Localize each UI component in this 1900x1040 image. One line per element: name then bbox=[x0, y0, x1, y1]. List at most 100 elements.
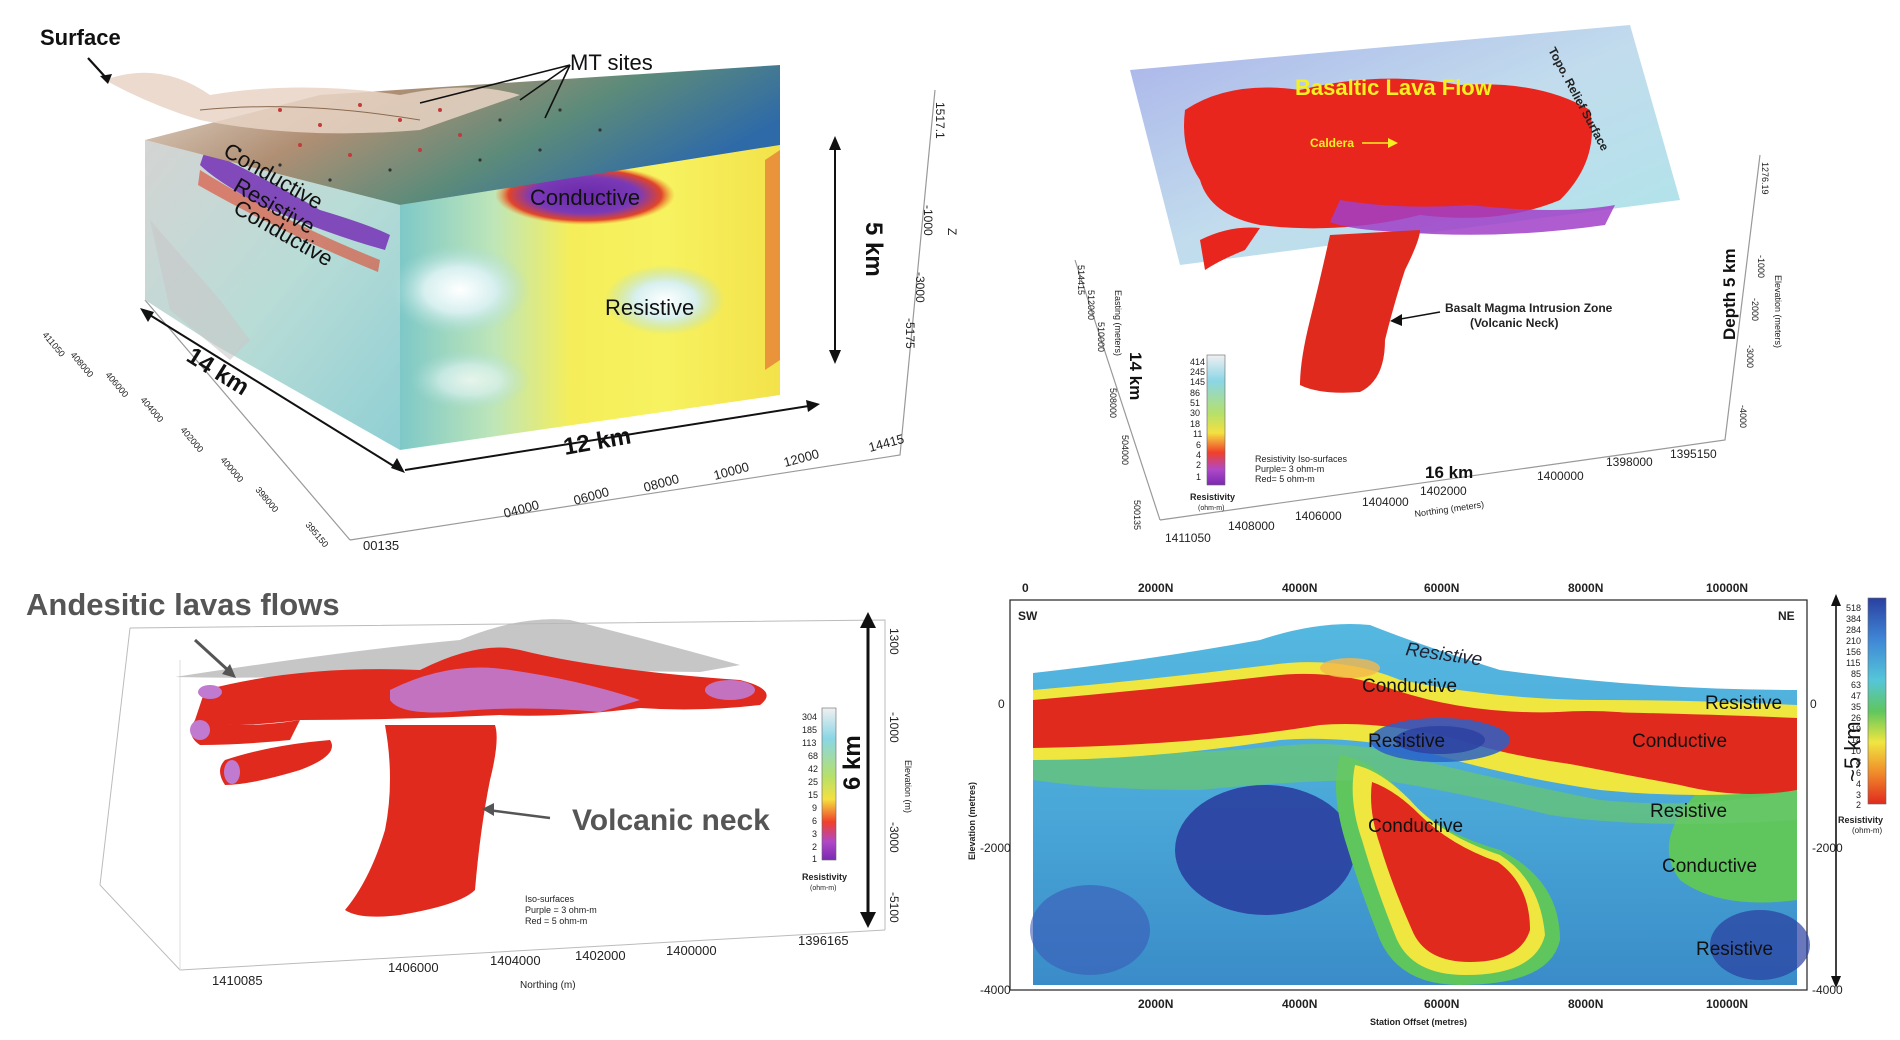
svg-text:3: 3 bbox=[812, 829, 817, 839]
volcanic-neck-b bbox=[1300, 230, 1420, 393]
svg-text:518: 518 bbox=[1846, 603, 1861, 613]
resistive-center-label: Resistive bbox=[605, 295, 694, 320]
east-tick: 508000 bbox=[1108, 388, 1118, 418]
dim-depth-label: 5 km bbox=[860, 222, 887, 277]
caldera-label: Caldera bbox=[1310, 136, 1354, 150]
north-tick: 1402000 bbox=[1420, 484, 1467, 498]
y-tick: 408000 bbox=[68, 350, 95, 379]
north-tick: 1406000 bbox=[1295, 509, 1342, 523]
svg-text:384: 384 bbox=[1846, 614, 1861, 624]
z-tick: -3000 bbox=[913, 272, 927, 303]
section-top-ticks: 0 2000N 4000N 6000N 8000N 10000N bbox=[1022, 581, 1748, 595]
iso-c-2: Purple = 3 ohm-m bbox=[525, 905, 597, 915]
svg-text:15: 15 bbox=[808, 790, 818, 800]
svg-text:2: 2 bbox=[1196, 460, 1201, 470]
elev-tick-c: -3000 bbox=[887, 822, 901, 853]
svg-text:245: 245 bbox=[1190, 367, 1205, 377]
north-tick-c: 1396165 bbox=[798, 933, 849, 948]
svg-text:145: 145 bbox=[1190, 377, 1205, 387]
svg-text:35: 35 bbox=[1851, 702, 1861, 712]
x-tick: 12000 bbox=[782, 446, 821, 470]
svg-text:1: 1 bbox=[1196, 472, 1201, 482]
conductive-top-label-d: Conductive bbox=[1362, 676, 1457, 697]
svg-text:11: 11 bbox=[1193, 429, 1202, 439]
north-tick: 1395150 bbox=[1670, 447, 1717, 461]
svg-text:9: 9 bbox=[812, 803, 817, 813]
legend-title-c: Resistivity bbox=[802, 872, 847, 882]
svg-text:156: 156 bbox=[1846, 647, 1861, 657]
intrusion-line1: Basalt Magma Intrusion Zone bbox=[1445, 301, 1613, 315]
conductive-top-label: Conductive bbox=[530, 185, 640, 210]
svg-text:86: 86 bbox=[1190, 388, 1200, 398]
north-tick: 1408000 bbox=[1228, 519, 1275, 533]
elev-tick: -1000 bbox=[1756, 255, 1766, 278]
svg-text:115: 115 bbox=[1846, 658, 1860, 668]
conductive-right-label: Conductive bbox=[1632, 731, 1727, 752]
svg-text:2: 2 bbox=[1856, 800, 1861, 810]
east-tick: 514415 bbox=[1076, 265, 1086, 295]
svg-text:4000N: 4000N bbox=[1282, 997, 1317, 1011]
legend-unit-b: (ohm-m) bbox=[1198, 505, 1224, 512]
north-axis-label: Northing (meters) bbox=[1414, 499, 1485, 519]
north-tick-c: 1402000 bbox=[575, 948, 626, 963]
svg-text:2: 2 bbox=[812, 842, 817, 852]
svg-text:10000N: 10000N bbox=[1706, 581, 1748, 595]
legend-title-d: Resistivity bbox=[1838, 815, 1883, 825]
legend-colorbar-b bbox=[1206, 354, 1226, 486]
iso-b-1: Resistivity Iso-surfaces bbox=[1255, 454, 1348, 464]
north-tick-c: 1400000 bbox=[666, 943, 717, 958]
svg-text:68: 68 bbox=[808, 751, 818, 761]
svg-text:19: 19 bbox=[1851, 724, 1861, 734]
conductive-center-label: Conductive bbox=[1368, 816, 1463, 837]
svg-text:26: 26 bbox=[1851, 713, 1861, 723]
north-tick: 1404000 bbox=[1362, 495, 1409, 509]
elev-axis-label-c: Elevation (m) bbox=[903, 760, 913, 813]
depth-label: Depth 5 km bbox=[1720, 248, 1739, 340]
svg-text:47: 47 bbox=[1851, 691, 1861, 701]
mt-sites-label: MT sites bbox=[570, 50, 653, 75]
svg-text:10: 10 bbox=[1851, 746, 1861, 756]
svg-text:1: 1 bbox=[812, 854, 817, 864]
dim-length-label: 12 km bbox=[561, 423, 633, 461]
left-tick: -2000 bbox=[980, 841, 1011, 855]
svg-text:414: 414 bbox=[1190, 357, 1205, 367]
surface-label: Surface bbox=[40, 25, 121, 50]
x-tick: 06000 bbox=[572, 484, 611, 508]
svg-text:8: 8 bbox=[1856, 757, 1861, 767]
iso-c-1: Iso-surfaces bbox=[525, 894, 575, 904]
north-tick: 1411050 bbox=[1165, 531, 1211, 545]
y-tick: 400000 bbox=[218, 455, 245, 484]
dim-5km-label: ~5 km bbox=[1840, 721, 1865, 782]
svg-text:8000N: 8000N bbox=[1568, 581, 1603, 595]
x-tick: 00135 bbox=[363, 538, 399, 553]
legend-values-c: 304 185 113 68 42 25 15 9 6 3 2 1 bbox=[802, 712, 818, 864]
y-tick: 406000 bbox=[103, 370, 130, 399]
svg-text:6000N: 6000N bbox=[1424, 997, 1459, 1011]
z-tick: 1517.1 bbox=[933, 102, 947, 139]
intrusion-line2: (Volcanic Neck) bbox=[1470, 316, 1558, 330]
iso-c-3: Red = 5 ohm-m bbox=[525, 916, 587, 926]
right-tick: -4000 bbox=[1812, 983, 1843, 997]
svg-text:284: 284 bbox=[1846, 625, 1861, 635]
conductive-center-body bbox=[1371, 782, 1530, 962]
section-bottom-ticks: 2000N 4000N 6000N 8000N 10000N bbox=[1138, 997, 1748, 1011]
north-tick-c: 1404000 bbox=[490, 953, 541, 968]
svg-text:63: 63 bbox=[1851, 680, 1861, 690]
legend-title-b: Resistivity bbox=[1190, 492, 1235, 502]
svg-text:185: 185 bbox=[802, 725, 817, 735]
svg-text:3: 3 bbox=[1856, 790, 1861, 800]
svg-text:6: 6 bbox=[1196, 440, 1201, 450]
section-xlabel: Station Offset (metres) bbox=[1370, 1017, 1467, 1027]
svg-text:4: 4 bbox=[1856, 779, 1861, 789]
legend-colorbar-d bbox=[1867, 597, 1887, 805]
elev-tick-c: -1000 bbox=[887, 712, 901, 743]
svg-text:30: 30 bbox=[1190, 408, 1200, 418]
svg-text:6000N: 6000N bbox=[1424, 581, 1459, 595]
svg-text:2000N: 2000N bbox=[1138, 581, 1173, 595]
iso-b-3: Red= 5 ohm-m bbox=[1255, 474, 1315, 484]
panel-d-resistivity-section: 0 2000N 4000N 6000N 8000N 10000N 2000N 4… bbox=[967, 581, 1887, 1027]
svg-text:51: 51 bbox=[1190, 398, 1200, 408]
andesitic-label: Andesitic lavas flows bbox=[26, 587, 340, 622]
x-tick: 04000 bbox=[502, 497, 541, 521]
